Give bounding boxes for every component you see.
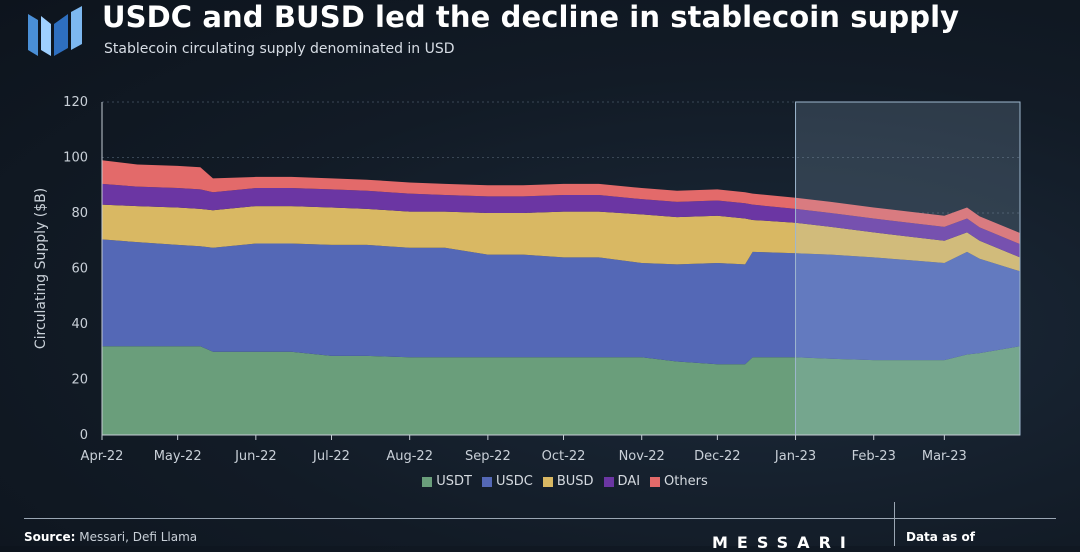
source-text: Messari, Defi Llama [79,530,198,544]
footer-date-label: Data as of [906,530,975,544]
x-tick-label: Oct-22 [542,449,586,464]
highlight-region [795,101,1021,436]
y-axis-label: Circulating Supply ($B) [33,188,49,349]
chart-subtitle: Stablecoin circulating supply denominate… [104,41,455,57]
footer-separator [894,502,895,546]
legend-item-others: Others [650,474,708,489]
footer-divider [24,518,1056,519]
y-tick-label: 80 [71,206,88,221]
messari-logo-icon [28,6,82,56]
legend-swatch [481,476,492,487]
legend-label: USDT [436,474,472,489]
area-series-busd [102,204,1020,272]
y-tick-label: 100 [63,151,88,166]
x-tick-label: May-22 [154,449,202,464]
area-series-usdt [102,346,1020,435]
legend-swatch [603,476,614,487]
source-label: Source: [24,530,76,544]
chart-legend: USDT USDC BUSD DAI Others [0,474,1080,491]
x-tick-label: Jun-22 [234,449,277,464]
y-tick-label: 60 [71,262,88,277]
x-tick-label: Jul-22 [312,449,350,464]
y-tick-label: 20 [71,373,88,388]
legend-item-busd: BUSD [542,474,594,489]
footer-brand-logo: MESSARI [712,533,855,552]
area-series-usdc [102,239,1020,365]
x-tick-label: Feb-23 [852,449,896,464]
area-series-others [102,160,1020,245]
legend-swatch [650,476,661,487]
footer-source: Source: Messari, Defi Llama [24,530,197,544]
x-tick-label: Dec-22 [694,449,740,464]
legend-item-usdt: USDT [422,474,472,489]
x-tick-label: Jan-23 [774,449,816,464]
legend-label: BUSD [556,474,594,489]
x-tick-label: Aug-22 [386,449,433,464]
x-tick-label: Nov-22 [619,449,665,464]
chart-title: USDC and BUSD led the decline in stablec… [102,0,960,34]
y-tick-label: 40 [71,317,88,332]
y-tick-label: 120 [63,95,88,110]
x-tick-label: Sep-22 [465,449,511,464]
legend-swatch [422,476,433,487]
legend-label: Others [664,474,708,489]
area-series-dai [102,183,1020,258]
legend-item-usdc: USDC [481,474,533,489]
legend-swatch [542,476,553,487]
x-tick-label: Apr-22 [81,449,124,464]
x-tick-label: Mar-23 [922,449,967,464]
legend-label: USDC [495,474,533,489]
legend-item-dai: DAI [603,474,641,489]
legend-label: DAI [617,474,641,489]
y-tick-label: 0 [80,428,88,443]
